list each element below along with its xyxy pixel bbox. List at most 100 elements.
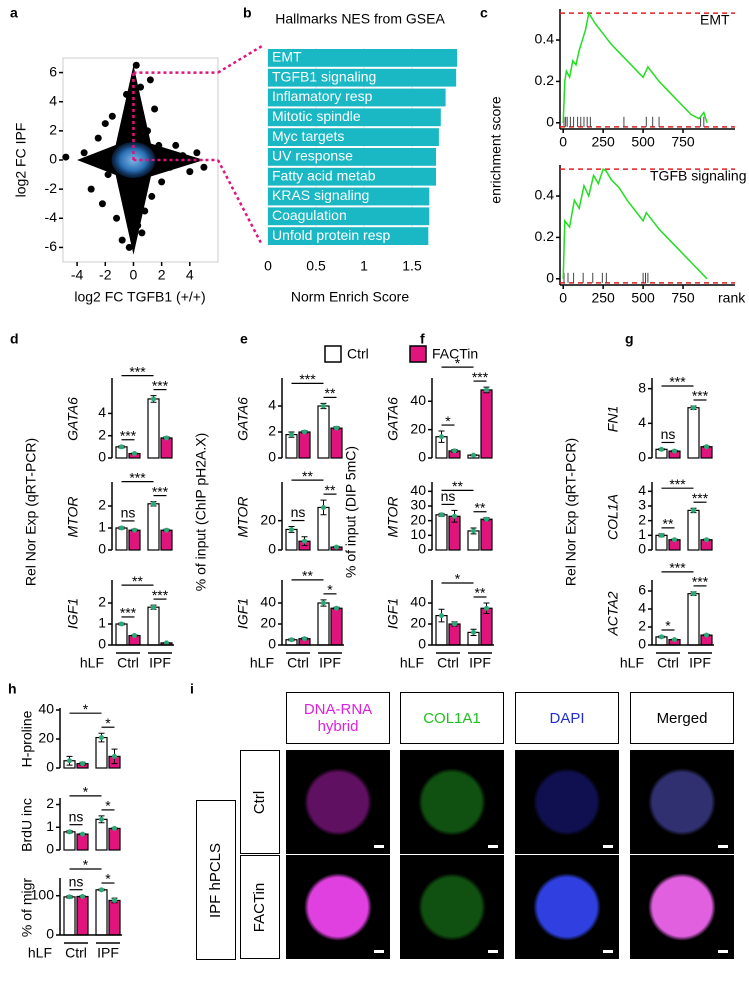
bar xyxy=(268,148,436,166)
sig-label: ns xyxy=(69,873,84,889)
legend-label: Ctrl xyxy=(347,346,369,362)
sig-label: ns xyxy=(69,808,84,824)
x-axis-label: hLF xyxy=(80,655,104,671)
micrograph xyxy=(515,750,619,854)
point xyxy=(118,236,126,244)
bar xyxy=(128,529,141,551)
replicate-dot xyxy=(484,605,489,611)
sig-label: *** xyxy=(692,388,709,404)
replicate-dot xyxy=(659,634,664,640)
y-tick-label: 0.4 xyxy=(535,31,555,47)
x-tick-label: 0 xyxy=(559,290,567,306)
column-title: DNA-RNA hybrid xyxy=(286,692,390,744)
y-tick-label: 2 xyxy=(638,618,646,634)
gene-label: MTOR xyxy=(65,497,81,538)
sig-label: * xyxy=(455,355,461,371)
bar xyxy=(268,167,436,186)
micrograph xyxy=(630,750,734,854)
group-label: Ctrl xyxy=(437,655,459,671)
panel-y-label: Rel Nor Exp (qRT-PCR) xyxy=(23,438,39,586)
replicate-dot xyxy=(321,403,326,409)
gene-label: IGF1 xyxy=(65,598,81,629)
panel-y-label: % of input (DIP 5mC) xyxy=(343,446,359,578)
replicate-dot xyxy=(439,512,444,518)
y-tick-label: 0 xyxy=(638,541,646,557)
gene-label: GATA6 xyxy=(235,397,251,441)
point xyxy=(138,229,146,237)
bar xyxy=(63,896,76,936)
replicate-dot xyxy=(452,448,457,454)
panel-y-label: % of input (ChIP pH2A.X) xyxy=(193,433,209,591)
replicate-dot xyxy=(439,434,444,440)
sig-label: *** xyxy=(669,476,686,492)
replicate-dot xyxy=(691,591,696,597)
sig-label: * xyxy=(445,413,451,429)
replicate-dot xyxy=(119,621,124,627)
replicate-dot xyxy=(112,753,117,759)
point xyxy=(80,149,88,157)
replicate-dot xyxy=(289,526,294,532)
y-tick-label: 2 xyxy=(49,122,57,138)
replicate-dot xyxy=(119,525,124,531)
line xyxy=(562,167,708,280)
bar-label: Fatty acid metab xyxy=(272,167,376,183)
replicate-dot xyxy=(151,604,156,610)
y-tick-label: 0 xyxy=(418,449,426,465)
bar xyxy=(108,827,121,851)
replicate-dot xyxy=(321,600,326,606)
point xyxy=(104,171,112,179)
gene-label: BrdU inc xyxy=(19,798,35,852)
panel-letter: d xyxy=(10,331,19,347)
replicate-dot xyxy=(321,504,326,510)
bar-label: Unfold protein resp xyxy=(272,227,391,243)
bar xyxy=(480,389,493,459)
row-label-text: Ctrl xyxy=(251,790,269,814)
x-tick-label: 0 xyxy=(264,258,272,274)
y-tick-label: 40 xyxy=(410,482,426,498)
zoom-box xyxy=(132,44,264,246)
sig-label: *** xyxy=(120,427,137,443)
group-label: IPF xyxy=(689,655,711,671)
y-tick-label: 0 xyxy=(46,759,54,775)
x-tick-label: 250 xyxy=(591,134,615,150)
y-tick-label: 20 xyxy=(410,615,426,631)
y-tick-label: 0 xyxy=(418,636,426,652)
y-tick-label: -2 xyxy=(45,180,58,196)
point xyxy=(141,207,149,215)
sig-label: * xyxy=(105,715,111,731)
group-label: IPF xyxy=(469,655,491,671)
x-axis-label: log2 FC TGFB1 (+/+) xyxy=(74,289,205,305)
gene-label: GATA6 xyxy=(65,397,81,441)
replicate-dot xyxy=(672,448,677,454)
bar xyxy=(285,434,298,459)
scale-bar xyxy=(374,845,384,848)
y-tick-label: 8 xyxy=(638,379,646,395)
x-axis-label: Norm Enrich Score xyxy=(291,289,409,305)
point xyxy=(148,192,156,200)
replicate-dot xyxy=(132,451,137,457)
replicate-dot xyxy=(164,435,169,441)
bar xyxy=(95,889,108,936)
bar xyxy=(95,818,108,851)
y-tick-label: 6 xyxy=(638,582,646,598)
point xyxy=(166,163,174,171)
point xyxy=(172,141,180,149)
group-label: Ctrl xyxy=(65,945,87,961)
bar xyxy=(115,527,128,551)
replicate-dot xyxy=(132,633,137,639)
bar xyxy=(687,593,700,646)
x-axis-label: hLF xyxy=(620,655,644,671)
sig-label: ** xyxy=(452,478,463,494)
replicate-dot xyxy=(471,452,476,458)
replicate-dot xyxy=(439,613,444,619)
point xyxy=(122,90,130,98)
row-title: IPF hPCLS xyxy=(196,800,236,960)
y-tick-label: 4 xyxy=(638,600,646,616)
bar xyxy=(330,427,343,459)
replicate-dot xyxy=(302,429,307,435)
y-tick-label: 20 xyxy=(38,730,54,746)
replicate-dot xyxy=(67,758,72,764)
group-label: IPF xyxy=(97,945,119,961)
sig-label: ** xyxy=(132,573,143,589)
sig-label: * xyxy=(83,784,89,800)
